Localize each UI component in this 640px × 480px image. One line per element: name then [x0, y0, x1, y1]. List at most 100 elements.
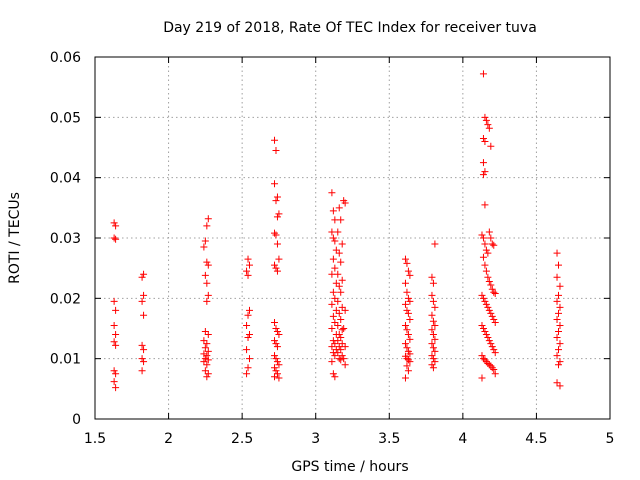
- data-point: [244, 271, 252, 279]
- y-tick-labels: 0 0.01 0.02 0.03 0.04 0.05 0.06: [50, 50, 81, 428]
- data-point: [553, 334, 561, 342]
- data-point: [335, 343, 343, 351]
- data-point: [335, 249, 343, 257]
- data-point: [204, 261, 212, 269]
- plot-frame: [94, 56, 611, 420]
- data-point: [431, 335, 439, 343]
- data-point: [404, 267, 412, 275]
- data-point: [272, 340, 280, 348]
- data-point: [553, 297, 561, 305]
- data-point: [271, 229, 279, 237]
- data-point: [481, 168, 489, 176]
- data-point: [487, 362, 495, 370]
- data-point: [553, 379, 561, 387]
- data-point: [272, 367, 280, 375]
- data-point: [428, 291, 436, 299]
- data-point: [485, 124, 493, 132]
- data-point: [273, 370, 281, 378]
- data-point: [203, 279, 211, 287]
- data-point: [200, 358, 208, 366]
- data-point: [112, 306, 120, 314]
- data-point: [488, 364, 496, 372]
- data-point: [331, 216, 339, 224]
- data-point: [404, 367, 412, 375]
- data-point: [110, 297, 118, 305]
- data-point: [203, 352, 211, 360]
- data-point: [329, 370, 337, 378]
- data-point: [271, 364, 279, 372]
- data-point: [555, 346, 562, 354]
- data-point: [110, 338, 118, 346]
- data-point: [481, 201, 489, 209]
- y-tick-label: 0: [72, 412, 81, 428]
- data-point: [204, 347, 212, 355]
- data-point: [328, 325, 336, 332]
- data-point: [403, 326, 411, 334]
- data-point: [338, 240, 346, 248]
- data-point: [110, 367, 118, 375]
- data-point: [484, 334, 492, 342]
- data-point: [428, 326, 436, 334]
- data-point: [110, 378, 118, 386]
- data-point: [341, 306, 349, 314]
- data-point: [401, 255, 409, 263]
- data-point: [428, 340, 436, 348]
- data-point: [429, 344, 437, 352]
- data-point: [138, 273, 146, 281]
- data-point: [204, 370, 212, 378]
- data-point: [334, 297, 342, 305]
- x-tick-label: 4: [458, 431, 467, 447]
- data-point: [246, 306, 253, 314]
- data-point: [484, 249, 492, 257]
- data-point: [481, 297, 489, 305]
- data-point: [337, 258, 345, 266]
- data-point: [271, 136, 279, 144]
- data-point: [488, 343, 496, 351]
- data-point: [334, 337, 342, 345]
- data-point: [329, 312, 337, 320]
- data-point: [275, 210, 283, 218]
- data-point: [203, 297, 211, 305]
- data-point: [328, 270, 336, 278]
- data-point: [429, 297, 437, 305]
- data-point: [490, 315, 498, 323]
- data-point: [201, 271, 209, 279]
- data-point: [478, 291, 486, 299]
- data-point: [140, 346, 148, 354]
- data-point: [272, 231, 280, 239]
- data-point: [488, 312, 496, 320]
- data-point: [491, 290, 499, 298]
- data-point: [203, 340, 211, 348]
- data-point: [403, 362, 411, 370]
- data-point: [553, 352, 561, 360]
- data-point: [201, 355, 209, 363]
- data-point: [272, 264, 280, 272]
- data-point: [273, 193, 281, 201]
- data-point: [329, 207, 337, 215]
- data-point: [481, 261, 489, 269]
- data-point: [487, 142, 495, 150]
- data-point: [491, 370, 499, 378]
- data-point: [112, 341, 120, 349]
- data-point: [555, 309, 562, 317]
- data-point: [140, 270, 148, 278]
- data-point: [271, 337, 279, 345]
- data-point: [403, 355, 411, 363]
- data-point: [556, 340, 564, 348]
- data-point: [335, 204, 343, 212]
- data-point: [200, 350, 208, 358]
- data-point: [138, 367, 146, 375]
- data-point: [490, 366, 498, 374]
- data-point: [482, 246, 490, 254]
- chart-title: Day 219 of 2018, Rate Of TEC Index for r…: [163, 20, 537, 36]
- x-tick-label: 5: [606, 431, 615, 447]
- data-point: [244, 364, 252, 372]
- data-point: [273, 213, 281, 221]
- data-point: [429, 355, 437, 363]
- data-point: [487, 309, 495, 317]
- data-point: [337, 334, 345, 342]
- data-point: [479, 70, 487, 78]
- data-point: [479, 134, 487, 142]
- data-point: [482, 300, 490, 308]
